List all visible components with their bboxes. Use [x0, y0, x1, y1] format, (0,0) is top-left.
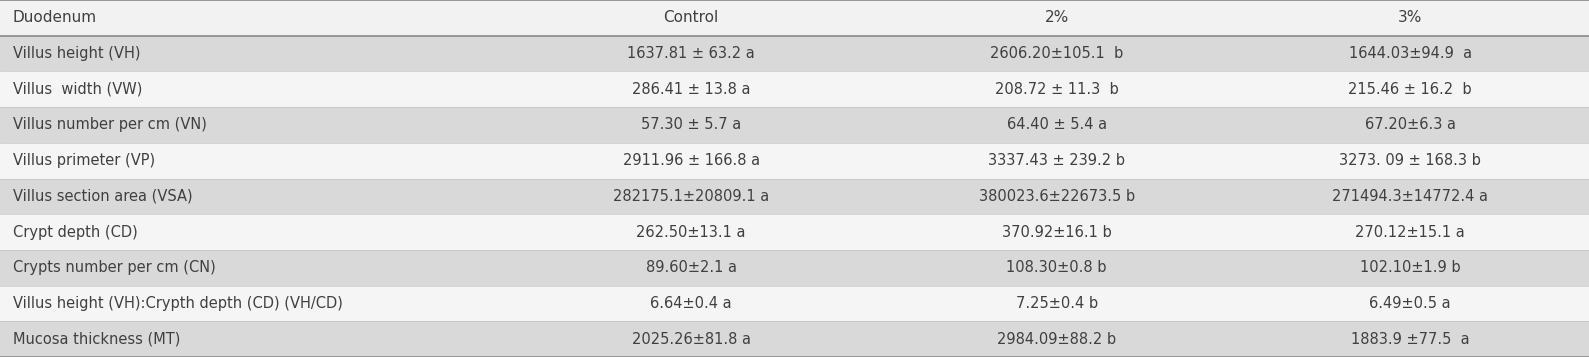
Bar [501, 36, 882, 71]
Text: Villus section area (VSA): Villus section area (VSA) [13, 189, 192, 204]
Bar [1231, 107, 1589, 143]
Bar [501, 107, 882, 143]
Bar [501, 0, 882, 36]
Bar [0, 0, 501, 36]
Bar [882, 321, 1231, 357]
Text: 270.12±15.1 a: 270.12±15.1 a [1355, 225, 1465, 240]
Bar [882, 143, 1231, 178]
Bar [882, 36, 1231, 71]
Bar [0, 178, 501, 214]
Bar [1231, 286, 1589, 321]
Text: 208.72 ± 11.3  b: 208.72 ± 11.3 b [995, 82, 1119, 97]
Text: 215.46 ± 16.2  b: 215.46 ± 16.2 b [1349, 82, 1471, 97]
Bar [0, 321, 501, 357]
Text: 262.50±13.1 a: 262.50±13.1 a [637, 225, 745, 240]
Bar [882, 178, 1231, 214]
Bar [882, 71, 1231, 107]
Bar [1231, 0, 1589, 36]
Text: Villus  width (VW): Villus width (VW) [13, 82, 141, 97]
Bar [501, 178, 882, 214]
Text: 2%: 2% [1044, 10, 1069, 25]
Text: 1644.03±94.9  a: 1644.03±94.9 a [1349, 46, 1471, 61]
Bar [501, 71, 882, 107]
Text: 102.10±1.9 b: 102.10±1.9 b [1360, 260, 1460, 275]
Bar [1231, 321, 1589, 357]
Text: 286.41 ± 13.8 a: 286.41 ± 13.8 a [632, 82, 750, 97]
Bar [501, 214, 882, 250]
Text: Villus number per cm (VN): Villus number per cm (VN) [13, 117, 207, 132]
Text: 282175.1±20809.1 a: 282175.1±20809.1 a [613, 189, 769, 204]
Text: 6.64±0.4 a: 6.64±0.4 a [650, 296, 733, 311]
Text: Villus height (VH):Crypth depth (CD) (VH/CD): Villus height (VH):Crypth depth (CD) (VH… [13, 296, 343, 311]
Bar [1231, 214, 1589, 250]
Text: 2984.09±88.2 b: 2984.09±88.2 b [998, 332, 1115, 347]
Bar [501, 286, 882, 321]
Bar [501, 250, 882, 286]
Bar [0, 143, 501, 178]
Text: 108.30±0.8 b: 108.30±0.8 b [1006, 260, 1108, 275]
Text: 67.20±6.3 a: 67.20±6.3 a [1365, 117, 1456, 132]
Text: 64.40 ± 5.4 a: 64.40 ± 5.4 a [1006, 117, 1108, 132]
Text: 370.92±16.1 b: 370.92±16.1 b [1001, 225, 1112, 240]
Text: Crypt depth (CD): Crypt depth (CD) [13, 225, 138, 240]
Bar [1231, 71, 1589, 107]
Bar [1231, 250, 1589, 286]
Text: 3%: 3% [1398, 10, 1422, 25]
Text: 2606.20±105.1  b: 2606.20±105.1 b [990, 46, 1123, 61]
Text: 6.49±0.5 a: 6.49±0.5 a [1370, 296, 1451, 311]
Bar [501, 321, 882, 357]
Bar [0, 250, 501, 286]
Text: 1883.9 ±77.5  a: 1883.9 ±77.5 a [1351, 332, 1470, 347]
Bar [0, 286, 501, 321]
Bar [0, 36, 501, 71]
Text: Crypts number per cm (CN): Crypts number per cm (CN) [13, 260, 216, 275]
Bar [882, 214, 1231, 250]
Bar [0, 71, 501, 107]
Text: 1637.81 ± 63.2 a: 1637.81 ± 63.2 a [628, 46, 755, 61]
Text: Villus height (VH): Villus height (VH) [13, 46, 140, 61]
Text: Control: Control [664, 10, 718, 25]
Text: Mucosa thickness (MT): Mucosa thickness (MT) [13, 332, 180, 347]
Bar [1231, 178, 1589, 214]
Bar [882, 0, 1231, 36]
Text: 7.25±0.4 b: 7.25±0.4 b [1015, 296, 1098, 311]
Text: 89.60±2.1 a: 89.60±2.1 a [645, 260, 737, 275]
Bar [882, 107, 1231, 143]
Text: Villus primeter (VP): Villus primeter (VP) [13, 153, 154, 168]
Bar [1231, 36, 1589, 71]
Bar [1231, 143, 1589, 178]
Text: 2911.96 ± 166.8 a: 2911.96 ± 166.8 a [623, 153, 760, 168]
Bar [501, 143, 882, 178]
Text: 380023.6±22673.5 b: 380023.6±22673.5 b [979, 189, 1135, 204]
Text: 3337.43 ± 239.2 b: 3337.43 ± 239.2 b [988, 153, 1125, 168]
Text: 271494.3±14772.4 a: 271494.3±14772.4 a [1332, 189, 1489, 204]
Bar [882, 286, 1231, 321]
Text: 3273. 09 ± 168.3 b: 3273. 09 ± 168.3 b [1340, 153, 1481, 168]
Text: 57.30 ± 5.7 a: 57.30 ± 5.7 a [640, 117, 742, 132]
Bar [0, 107, 501, 143]
Bar [882, 250, 1231, 286]
Text: Duodenum: Duodenum [13, 10, 97, 25]
Bar [0, 214, 501, 250]
Text: 2025.26±81.8 a: 2025.26±81.8 a [632, 332, 750, 347]
